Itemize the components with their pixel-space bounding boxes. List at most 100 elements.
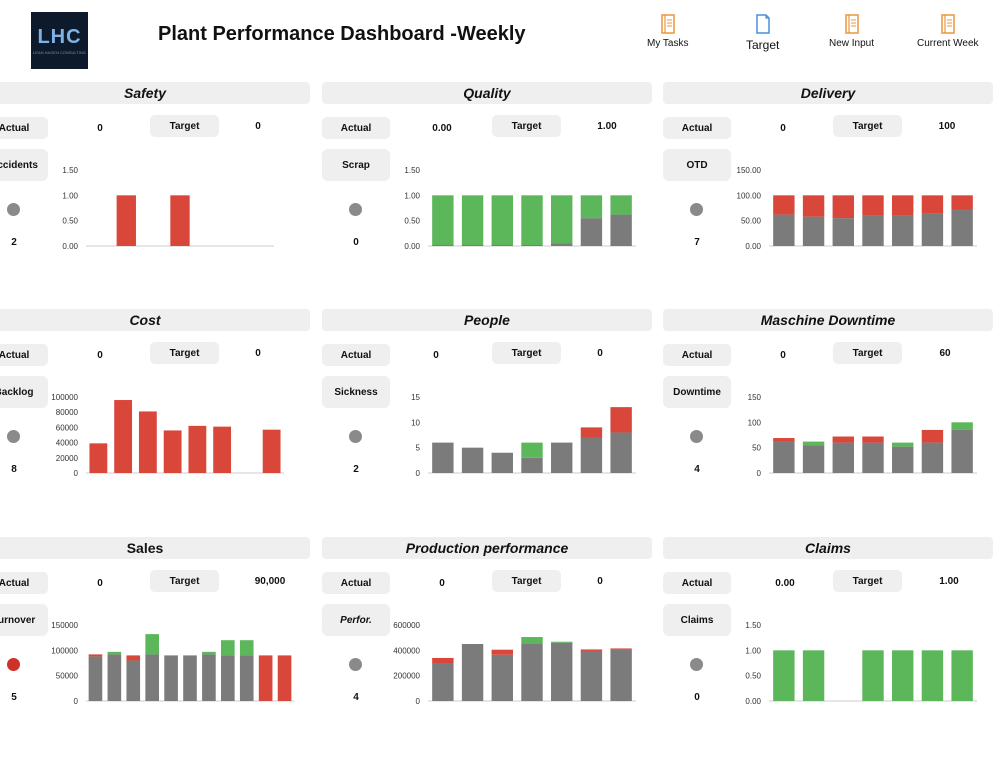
nav-my-tasks-button[interactable]: My Tasks <box>647 14 689 49</box>
panel-title: Delivery <box>663 82 993 104</box>
bar-segment-gray <box>461 244 484 246</box>
panel-claims: Claims Actual 0.00 Target 1.00 Claims 0 … <box>663 537 993 757</box>
kpi-label[interactable]: Perfor. <box>322 604 390 636</box>
bar-segment-green <box>521 637 543 644</box>
target-label: Target <box>833 342 902 364</box>
notebook-icon <box>941 14 955 34</box>
status-dot <box>7 658 20 671</box>
y-tick-label: 80000 <box>56 408 79 417</box>
target-value: 0 <box>255 348 261 359</box>
bar-segment-red <box>126 655 141 661</box>
y-tick-label: 50 <box>752 444 761 453</box>
bar-segment-green <box>802 441 825 446</box>
y-tick-label: 0.50 <box>404 217 420 226</box>
kpi-label[interactable]: Backlog <box>0 376 48 408</box>
bar-segment-gray <box>491 654 513 701</box>
bar-segment-green <box>551 195 573 244</box>
nav-target-button[interactable]: Target <box>746 14 779 52</box>
y-tick-label: 0.50 <box>745 672 761 681</box>
logo-subtext: LEAN HAGEN CONSULTING <box>33 49 86 55</box>
actual-label: Actual <box>0 117 48 139</box>
bar-segment-red <box>832 436 854 443</box>
actual-label: Actual <box>663 344 731 366</box>
bar-segment-gray <box>239 655 254 701</box>
actual-value: 0 <box>780 123 786 134</box>
panel-title: Claims <box>663 537 993 559</box>
actual-label: Actual <box>663 117 731 139</box>
bar-segment-gray <box>802 216 825 246</box>
bar-segment-green <box>239 640 254 656</box>
y-tick-label: 150 <box>748 393 762 402</box>
bar-segment-green <box>802 650 825 701</box>
bar-segment-red <box>262 429 281 473</box>
y-tick-label: 1.00 <box>745 646 761 655</box>
bar-segment-gray <box>491 452 513 473</box>
bar-segment-red <box>580 649 603 651</box>
kpi-count: 4 <box>353 692 359 703</box>
status-dot <box>7 430 20 443</box>
panel-quality: Quality Actual 0.00 Target 1.00 Scrap 0 … <box>322 82 652 302</box>
bar-segment-red <box>773 195 795 215</box>
target-label: Target <box>492 570 561 592</box>
target-value: 1.00 <box>597 121 617 132</box>
kpi-label[interactable]: Claims <box>663 604 731 636</box>
actual-label: Actual <box>0 572 48 594</box>
bar-segment-gray <box>832 442 854 473</box>
bar-segment-gray <box>551 442 573 473</box>
bar-segment-red <box>862 436 884 443</box>
y-tick-label: 40000 <box>56 439 79 448</box>
kpi-count: 0 <box>353 237 359 248</box>
actual-label: Actual <box>322 344 390 366</box>
bar-segment-gray <box>802 445 825 473</box>
bar-segment-red <box>951 195 973 210</box>
actual-value: 0 <box>97 350 103 361</box>
panel-production-performance: Production performance Actual 0 Target 0… <box>322 537 652 757</box>
panel-title: Quality <box>322 82 652 104</box>
kpi-label[interactable]: Accidents <box>0 149 48 181</box>
bar-segment-green <box>610 195 632 215</box>
bar-segment-gray <box>921 213 944 246</box>
y-tick-label: 400000 <box>393 646 420 655</box>
bar-segment-red <box>89 443 108 473</box>
bar-segment-gray <box>951 429 973 473</box>
y-tick-label: 1.50 <box>404 166 420 175</box>
bar-segment-green <box>202 651 216 655</box>
y-tick-label: 0.00 <box>404 242 420 251</box>
bar-segment-gray <box>521 644 543 701</box>
kpi-count: 5 <box>11 692 17 703</box>
y-tick-label: 150000 <box>51 621 78 630</box>
y-tick-label: 0.50 <box>62 217 78 226</box>
bar-segment-gray <box>832 218 854 246</box>
panel-title: People <box>322 309 652 331</box>
kpi-count: 2 <box>11 237 17 248</box>
bar-segment-red <box>802 195 825 217</box>
kpi-label[interactable]: Downtime <box>663 376 731 408</box>
kpi-label[interactable]: Sickness <box>322 376 390 408</box>
target-label: Target <box>492 115 561 137</box>
bar-segment-green <box>551 641 573 643</box>
bar-segment-gray <box>491 244 513 246</box>
downtime-bar-chart: 0 50 100 150 <box>748 393 977 478</box>
company-logo: LHC LEAN HAGEN CONSULTING <box>31 12 88 69</box>
bar-segment-green <box>491 195 513 245</box>
kpi-label[interactable]: Scrap <box>322 149 390 181</box>
y-tick-label: 50000 <box>56 672 79 681</box>
notebook-icon <box>661 14 675 34</box>
y-tick-label: 0 <box>74 697 79 706</box>
y-tick-label: 0 <box>416 697 421 706</box>
bar-segment-red <box>170 195 190 246</box>
bar-segment-gray <box>892 446 914 473</box>
kpi-label[interactable]: Turnover <box>0 604 48 636</box>
bar-segment-green <box>862 650 884 701</box>
nav-current-week-button[interactable]: Current Week <box>917 14 979 49</box>
bar-segment-green <box>892 650 914 701</box>
kpi-label[interactable]: OTD <box>663 149 731 181</box>
nav-new-input-button[interactable]: New Input <box>829 14 874 49</box>
bar-segment-gray <box>610 649 632 701</box>
y-tick-label: 50.00 <box>741 217 762 226</box>
bar-segment-gray <box>892 215 914 246</box>
bar-segment-red <box>773 438 795 442</box>
sales-bar-chart: 0 50000 100000 150000 <box>51 621 294 706</box>
bar-segment-green <box>521 195 543 245</box>
status-dot <box>690 658 703 671</box>
